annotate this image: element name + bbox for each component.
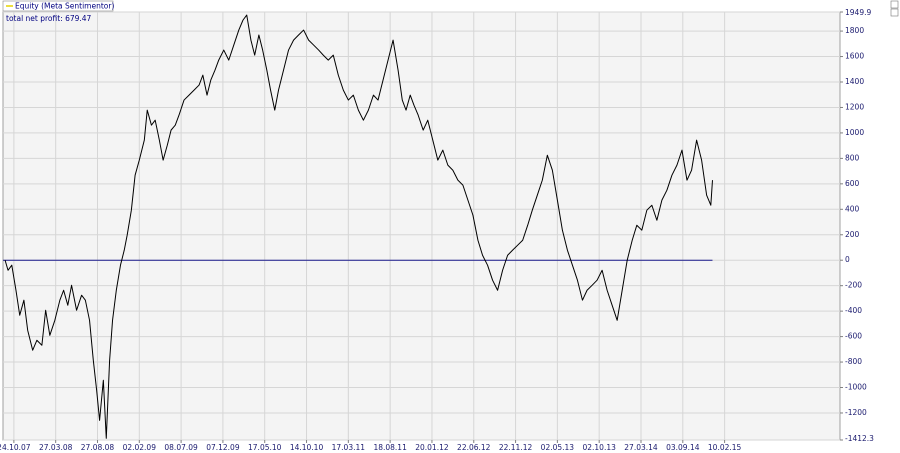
labels: -1412.3 -1200 -1000 -800 -600 -400 -200 0 200 400…: [0, 8, 874, 452]
x-tick-label: 22.11.12: [499, 443, 533, 452]
y-tick-label: -1200: [845, 408, 867, 417]
y-tick-label: 1600: [845, 52, 864, 61]
x-tick-label: 02.02.09: [123, 443, 157, 452]
y-tick-label: -1412.3: [845, 434, 874, 443]
y-tick-label: -1000: [845, 383, 867, 392]
y-tick-label: 400: [845, 204, 860, 213]
y-tick-label: 600: [845, 179, 860, 188]
x-tick-label: 22.06.12: [457, 443, 491, 452]
x-tick-label: 27.03.14: [624, 443, 658, 452]
y-tick-label: 1800: [845, 26, 864, 35]
x-tick-label: 17.05.10: [248, 443, 282, 452]
window-button[interactable]: [890, 8, 899, 17]
x-tick-label: 17.03.11: [332, 443, 366, 452]
x-tick-label: 27.03.08: [39, 443, 73, 452]
window-button[interactable]: [890, 0, 899, 9]
x-tick-label: 02.05.13: [541, 443, 575, 452]
annotation: total net profit: 679.47: [6, 14, 92, 23]
legend-label: Equity (Meta Sentimentor): [15, 2, 114, 11]
x-tick-label: 03.09.14: [666, 443, 700, 452]
plot-area: [2, 11, 841, 441]
y-tick-label: 800: [845, 153, 860, 162]
x-tick-label: 27.08.08: [81, 443, 115, 452]
x-tick-label: 02.10.13: [582, 443, 616, 452]
y-tick-label: -400: [845, 306, 862, 315]
x-tick-label: 14.10.10: [290, 443, 324, 452]
y-tick-label: 1000: [845, 128, 864, 137]
y-tick-label: 1200: [845, 102, 864, 111]
y-tick-label: -800: [845, 357, 862, 366]
x-tick-label: 24.10.07: [0, 443, 31, 452]
equity-line: [4, 14, 713, 439]
lines: [3, 14, 713, 439]
y-tick-label: 200: [845, 230, 860, 239]
x-tick-label: 20.01.12: [415, 443, 449, 452]
x-tick-label: 10.02.15: [708, 443, 742, 452]
y-tick-label: 1400: [845, 77, 864, 86]
x-tick-label: 08.07.09: [164, 443, 198, 452]
y-tick-label: -600: [845, 332, 862, 341]
x-tick-label: 07.12.09: [206, 443, 240, 452]
y-tick-label: 1949.9: [845, 8, 871, 17]
x-tick-label: 18.08.11: [373, 443, 407, 452]
y-tick-label: -200: [845, 281, 862, 290]
y-tick-label: 0: [845, 255, 850, 264]
grid: [3, 11, 843, 443]
legend-box: [2, 0, 114, 12]
